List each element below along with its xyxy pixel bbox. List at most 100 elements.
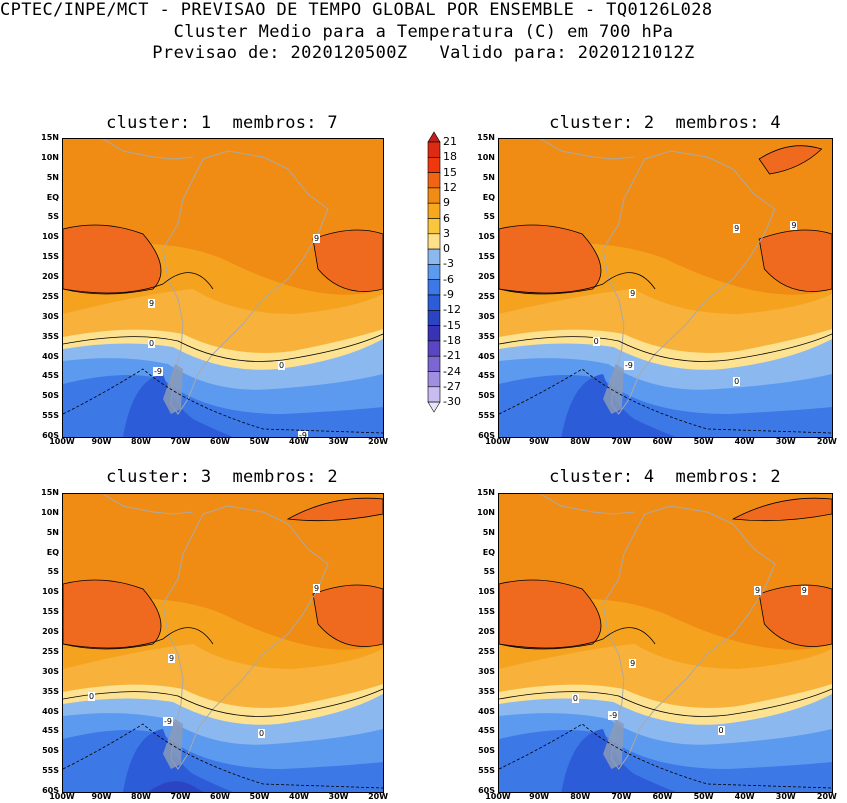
contour-0	[499, 688, 832, 717]
patagonia-terrain	[603, 719, 624, 769]
colorbar-level-label: 21	[443, 135, 457, 148]
south-america-outline	[602, 150, 776, 415]
lat-tick-label: 35S	[478, 331, 495, 341]
lon-tick-label: 70W	[170, 437, 191, 446]
lon-tick-label: 80W	[131, 792, 151, 801]
lon-tick-label: 50W	[693, 792, 714, 801]
map-panel-2: 9 9 9 0 0 -9	[498, 138, 833, 438]
south-america-outline	[162, 150, 329, 415]
colorbar-bin	[427, 355, 441, 372]
lat-tick-label: 60S	[42, 786, 59, 795]
lat-tick-label: 15S	[42, 607, 59, 617]
lon-tick-label: 60W	[652, 437, 673, 446]
lat-tick-label: 10N	[477, 507, 495, 517]
contour-label: 0	[592, 337, 600, 346]
warm-patch-west	[499, 224, 602, 295]
colorbar-level-label: -3	[443, 257, 454, 271]
south-america-outline	[602, 505, 776, 770]
contour-9	[499, 272, 656, 294]
lon-tick-label: 20W	[368, 437, 389, 446]
central-america-outline	[102, 139, 194, 160]
lat-tick-label: 35S	[478, 686, 495, 696]
colorbar-level-label: 0	[443, 242, 450, 256]
contour-9	[63, 627, 214, 649]
lat-tick-label: 5N	[46, 172, 59, 182]
patagonia-terrain	[603, 364, 624, 414]
lon-tick-label: 80W	[570, 437, 591, 446]
contour-label: 0	[148, 339, 156, 348]
lat-tick-label: 40S	[478, 706, 495, 716]
colorbar-level-label: -21	[443, 349, 461, 363]
lat-tick-label: 30S	[42, 311, 59, 321]
contour-0	[63, 688, 383, 717]
contour-label: 9	[733, 224, 741, 233]
contour-minus9	[499, 368, 832, 434]
contour-label: 9	[800, 586, 808, 595]
warm-patch-west	[63, 579, 162, 650]
lat-tick-label: 25S	[478, 646, 495, 656]
map-panel-4: 9 9 0 0 -9 9	[498, 493, 833, 793]
colorbar-bin	[427, 156, 441, 173]
lat-tick-label: 40S	[42, 706, 59, 716]
colorbar-bin	[427, 279, 441, 296]
lat-tick-label: 10N	[41, 152, 59, 162]
colorbar-bin	[427, 141, 441, 158]
lat-tick-label: 15N	[41, 133, 59, 142]
contour-9	[499, 627, 656, 649]
colorbar-bin	[427, 172, 441, 189]
colorbar-bin	[427, 386, 441, 403]
contour-label: 9	[148, 299, 156, 308]
lat-tick-label: 10S	[478, 587, 495, 597]
lat-tick-label: 10S	[478, 232, 495, 242]
lat-tick-label: 55S	[478, 766, 495, 776]
lon-tick-label: 100W	[49, 437, 75, 446]
colorbar-level-label: -9	[443, 288, 454, 301]
lat-tick-label: 5N	[46, 527, 59, 537]
lat-tick-label: 30S	[478, 311, 495, 321]
lat-tick-label: 10S	[42, 587, 59, 597]
lat-tick-label: EQ	[482, 192, 495, 202]
lon-tick-label: 90W	[529, 792, 550, 801]
contour-label: 9	[629, 659, 637, 668]
colorbar-level-label: 15	[443, 165, 457, 179]
lat-tick-label: EQ	[46, 547, 59, 557]
colorbar-bin	[427, 264, 441, 280]
warm-patch-east	[312, 584, 383, 647]
colorbar-bin	[427, 218, 441, 235]
lon-tick-label: 30W	[328, 792, 349, 801]
lat-tick-label: 10N	[41, 507, 59, 517]
warm-patch-east	[758, 229, 832, 292]
lat-tick-label: 35S	[42, 686, 59, 696]
lat-tick-label: 5S	[483, 567, 495, 577]
lat-tick-label: EQ	[482, 547, 495, 557]
lon-tick-label: 90W	[529, 437, 550, 446]
lat-tick-label: 20S	[478, 272, 495, 282]
lat-tick-label: 40S	[478, 351, 495, 361]
contour-0	[63, 333, 383, 362]
colorbar: 21 18 15 12 9 6 3 0 -3 -6 -9 -12 -15 -18 -21 -24 -27 -30	[424, 130, 464, 445]
warm-patch-east	[758, 584, 832, 647]
lat-tick-label: 55S	[478, 411, 495, 421]
lon-tick-label: 20W	[816, 437, 837, 446]
contour-label: -9	[163, 717, 173, 726]
colorbar-level-label: 3	[443, 226, 450, 240]
map-panel-3: 9 9 0 0 -9	[62, 493, 384, 793]
contour-label: 0	[571, 694, 579, 703]
contour-label: -9	[298, 431, 308, 438]
lat-tick-label: 25S	[42, 646, 59, 656]
colorbar-level-label: -12	[443, 303, 461, 317]
lat-tick-label: 15S	[478, 607, 495, 617]
warm-patch-north	[286, 497, 383, 522]
contour-minus9	[499, 723, 832, 789]
lat-tick-label: 60S	[42, 431, 59, 440]
lat-tick-label: 10S	[42, 232, 59, 242]
lon-tick-label: 30W	[775, 437, 796, 446]
warm-patch-west	[63, 224, 162, 295]
contour-label: -9	[608, 711, 619, 720]
lon-tick-label: 50W	[249, 792, 270, 801]
lat-tick-label: 45S	[42, 726, 59, 736]
colorbar-level-label: 12	[443, 180, 457, 194]
warm-patch-east	[312, 229, 383, 292]
lat-tick-label: EQ	[46, 192, 59, 202]
lat-tick-label: 20S	[42, 272, 59, 282]
